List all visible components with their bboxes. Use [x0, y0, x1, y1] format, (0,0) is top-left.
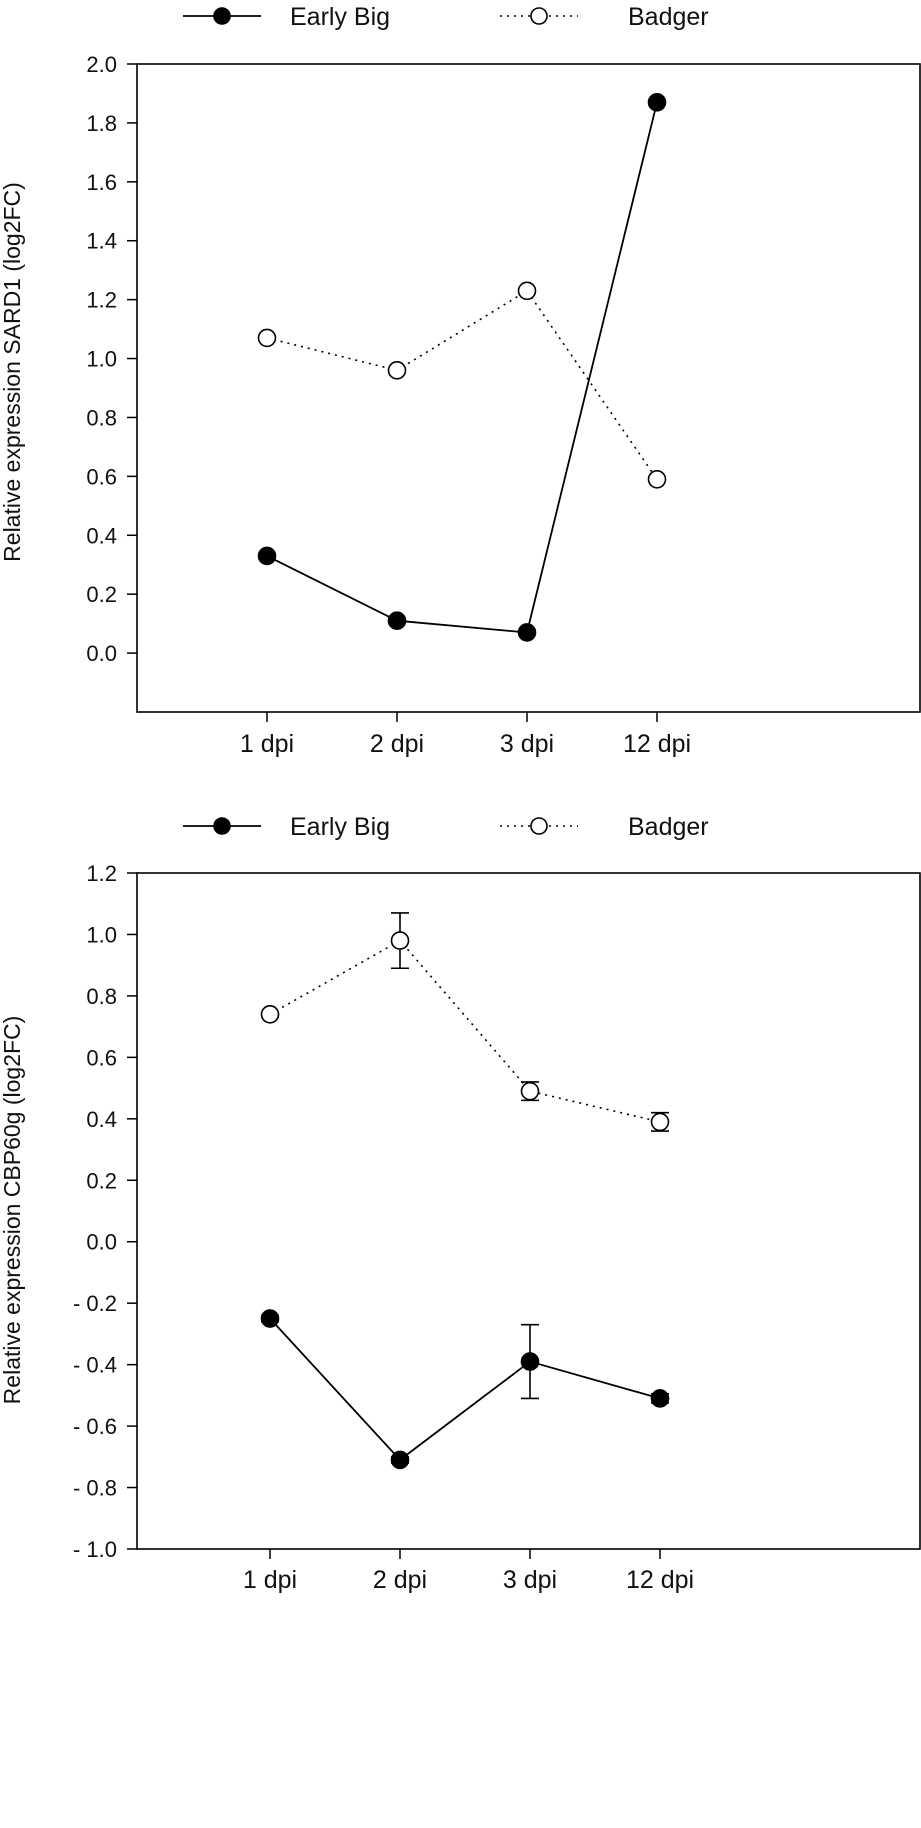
- y-tick-label: 0.8: [86, 405, 117, 430]
- data-point-early-big: [517, 623, 537, 642]
- y-tick-label: - 0.2: [73, 1291, 117, 1316]
- data-point-badger: [647, 470, 667, 489]
- legend-marker-badger: [530, 817, 548, 835]
- x-tick-label: 2 dpi: [373, 1566, 427, 1594]
- y-tick-label: 0.4: [86, 1107, 117, 1132]
- y-tick-label: 0.0: [86, 1230, 117, 1255]
- y-tick-label: 0.8: [86, 984, 117, 1009]
- chart-panel-sard1: Early Big Badger 0.0 0.2 0.4 0.6 0.8 1.0 1.2 1.4 1…: [0, 3, 921, 758]
- series-line-badger: [266, 289, 658, 480]
- y-tick-label: 0.2: [86, 1168, 117, 1193]
- data-point-early-big: [520, 1352, 540, 1371]
- series-line-early-big: [269, 1317, 661, 1462]
- data-point-early-big: [647, 92, 667, 112]
- y-tick-label: 0.2: [86, 582, 117, 607]
- data-point-early-big: [390, 1450, 410, 1470]
- x-tick-label: 1 dpi: [240, 730, 294, 758]
- y-axis-label: Relative expression SARD1 (log2FC): [0, 182, 25, 562]
- x-tick-label: 2 dpi: [370, 730, 424, 758]
- legend-label-badger: Badger: [628, 813, 709, 841]
- y-tick-label: 1.2: [86, 288, 117, 313]
- data-point-badger: [517, 281, 537, 301]
- y-tick-label: 1.8: [86, 111, 117, 136]
- x-tick-label: 12 dpi: [623, 730, 691, 758]
- series-line-badger: [269, 939, 661, 1123]
- data-point-badger: [650, 1112, 670, 1132]
- y-tick-label: 1.6: [86, 170, 117, 195]
- y-tick-label: - 0.8: [73, 1476, 117, 1501]
- y-tick-label: 2.0: [86, 52, 117, 77]
- legend-label-early-big: Early Big: [290, 813, 390, 841]
- x-tick-label: 1 dpi: [243, 1566, 297, 1594]
- y-tick-label: 0.0: [86, 641, 117, 666]
- data-point-early-big: [260, 1309, 280, 1328]
- y-tick-label: - 1.0: [73, 1537, 117, 1562]
- plot-frame: [136, 872, 921, 1550]
- y-axis-label: Relative expression CBP60g (log2FC): [0, 1016, 25, 1405]
- legend-label-early-big: Early Big: [290, 3, 390, 31]
- legend-marker-early-big: [213, 817, 231, 835]
- data-point-badger: [260, 1005, 280, 1024]
- legend-marker-badger: [530, 7, 548, 25]
- legend-marker-early-big: [213, 7, 231, 25]
- legend-label-badger: Badger: [628, 3, 709, 31]
- chart-panel-cbp60g: Early Big Badger - 1.0 - 0.8 - 0.6 - 0.4 - 0.2…: [0, 813, 921, 1594]
- y-tick-label: - 0.6: [73, 1414, 117, 1439]
- y-tick-label: 0.6: [86, 464, 117, 489]
- data-point-early-big: [650, 1389, 670, 1408]
- data-point-early-big: [257, 546, 277, 566]
- x-tick-label: 3 dpi: [503, 1566, 557, 1594]
- x-tick-label: 12 dpi: [626, 1566, 694, 1594]
- y-tick-label: 1.0: [86, 347, 117, 372]
- y-tick-label: 0.4: [86, 523, 117, 548]
- y-tick-label: 1.4: [86, 229, 117, 254]
- x-tick-label: 3 dpi: [500, 730, 554, 758]
- y-tick-label: - 0.4: [73, 1353, 117, 1378]
- data-point-badger: [520, 1081, 540, 1101]
- y-tick-label: 1.0: [86, 922, 117, 947]
- plot-frame: [136, 63, 921, 713]
- data-point-badger: [257, 328, 277, 348]
- y-tick-label: 0.6: [86, 1045, 117, 1070]
- y-tick-label: 1.2: [86, 861, 117, 886]
- data-point-early-big: [387, 611, 407, 630]
- data-point-badger: [387, 361, 407, 380]
- series-line-early-big: [266, 102, 658, 634]
- data-point-badger: [390, 931, 410, 950]
